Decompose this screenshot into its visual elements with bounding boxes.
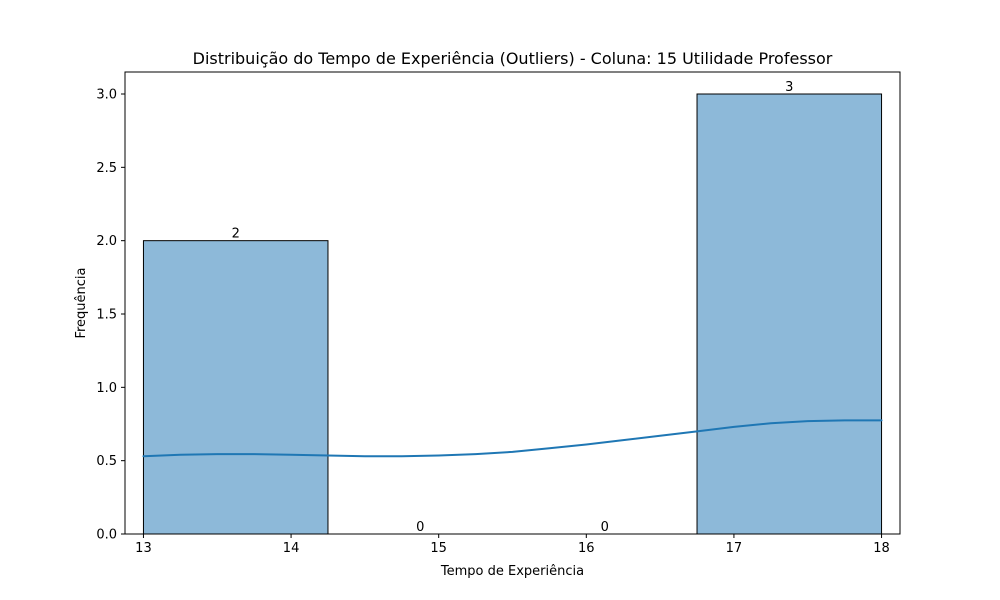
- bar-value-label-3: 3: [785, 80, 793, 95]
- x-tick-label-5: 18: [873, 541, 890, 556]
- histogram-bar-0: [142, 240, 329, 535]
- bars-layer: [142, 93, 883, 535]
- y-tick-label-0: 0.0: [96, 528, 117, 543]
- chart-title: Distribuição do Tempo de Experiência (Ou…: [193, 49, 833, 68]
- y-tick-label-2: 1.0: [96, 381, 117, 396]
- bar-labels-layer: 20 03: [232, 80, 794, 535]
- ticks-layer: 13 14 15 16 17 18 0.0 0.5 1.0 1.5 2.0 2.5 3.0: [96, 88, 890, 557]
- histogram-bar-3: [696, 93, 883, 535]
- x-tick-label-4: 17: [726, 541, 743, 556]
- x-tick-label-1: 14: [283, 541, 300, 556]
- x-tick-label-3: 16: [578, 541, 595, 556]
- y-tick-label-4: 2.0: [96, 234, 117, 249]
- y-tick-label-6: 3.0: [96, 88, 117, 103]
- kde-layer: [142, 419, 883, 458]
- y-tick-label-3: 1.5: [96, 308, 117, 323]
- x-tick-label-2: 15: [430, 541, 447, 556]
- bar-value-label-2: 0: [601, 520, 609, 535]
- y-tick-label-1: 0.5: [96, 454, 117, 469]
- y-tick-label-5: 2.5: [96, 161, 117, 176]
- x-axis-label: Tempo de Experiência: [440, 564, 584, 579]
- bar-value-label-1: 0: [416, 520, 424, 535]
- plot-frame: [124, 71, 901, 535]
- y-axis-label: Frequência: [74, 267, 89, 338]
- x-tick-label-0: 13: [135, 541, 152, 556]
- kde-line: [142, 419, 883, 458]
- bar-value-label-0: 2: [232, 227, 240, 242]
